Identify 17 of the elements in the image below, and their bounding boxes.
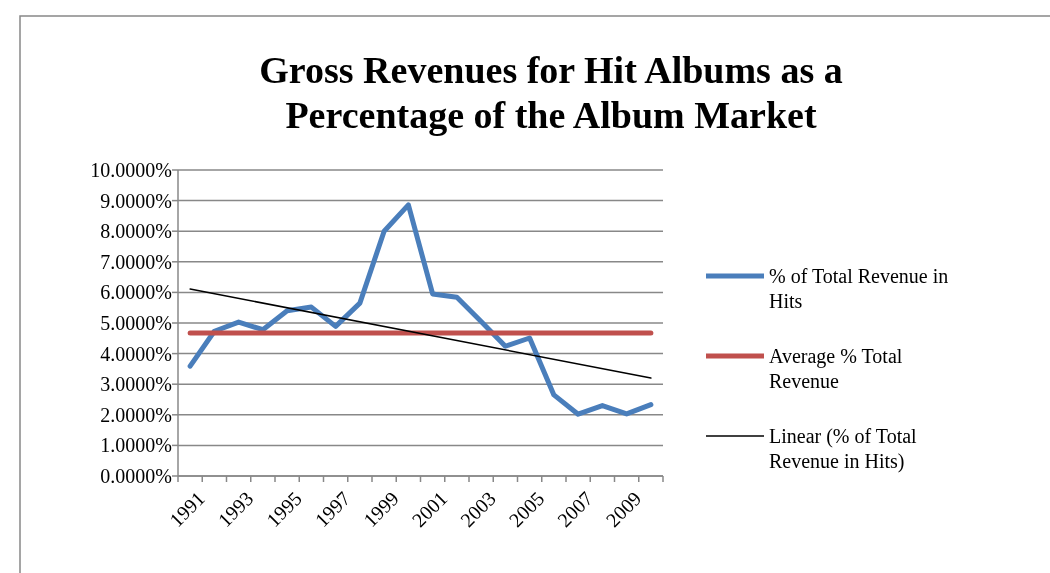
y-tick-label: 6.0000%	[100, 281, 172, 304]
y-tick-label: 10.0000%	[90, 159, 172, 181]
chart-title: Gross Revenues for Hit Albums as a Percentage of the Album Market	[259, 49, 843, 136]
y-tick-label: 9.0000%	[100, 189, 172, 212]
y-tick-label: 2.0000%	[100, 403, 172, 426]
y-tick-label: 8.0000%	[100, 220, 172, 243]
y-tick-label: 5.0000%	[100, 312, 172, 334]
y-tick-label: 3.0000%	[100, 373, 172, 396]
x-tick-label: 1991	[165, 487, 209, 532]
y-tick-label: 0.0000%	[100, 465, 172, 487]
y-tick-label: 4.0000%	[100, 342, 172, 365]
legend-label: Linear (% of Total Revenue in Hits)	[769, 425, 918, 473]
y-tick-label: 1.0000%	[100, 434, 172, 457]
legend-label: Average % Total Revenue	[769, 345, 903, 392]
legend-label: % of Total Revenue in Hits	[769, 265, 949, 312]
x-tick-label: 1999	[359, 487, 403, 532]
y-tick-label: 7.0000%	[100, 250, 172, 273]
